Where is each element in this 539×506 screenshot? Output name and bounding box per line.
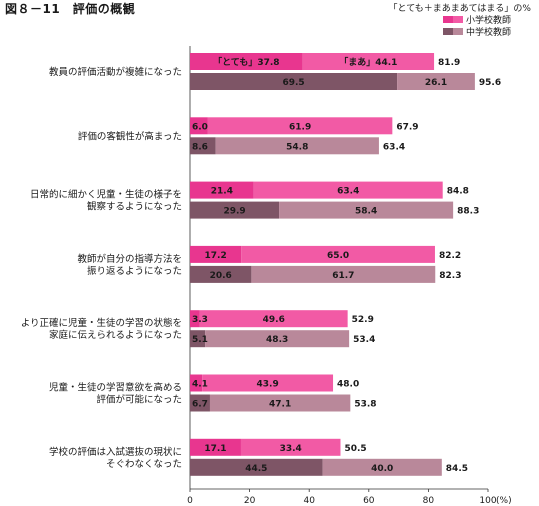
unit-note: 「とても＋まあまあてはまる」の% xyxy=(388,4,531,14)
bar-junior-mild xyxy=(322,458,442,476)
segment-label-mild: 「まあ」44.1 xyxy=(339,56,397,68)
bar-junior-mild xyxy=(209,394,351,412)
total-label: 67.9 xyxy=(396,122,418,132)
total-label: 82.3 xyxy=(439,271,461,281)
total-label: 53.4 xyxy=(353,335,375,345)
category-label: 観察するようになった xyxy=(87,201,182,213)
segment-label-strong: 44.5 xyxy=(245,464,267,474)
bar-elementary-strong xyxy=(190,117,208,135)
x-tick-label: 20 xyxy=(244,496,256,506)
category-label: 振り返るようになった xyxy=(87,265,182,277)
bar-elementary-mild xyxy=(199,310,348,328)
category-label: より正確に児童・生徒の学習の状態を xyxy=(21,317,182,329)
segment-label-mild: 33.4 xyxy=(280,444,302,454)
legend-swatch xyxy=(453,28,463,35)
segment-label-mild: 61.7 xyxy=(332,271,354,281)
segment-label-mild: 58.4 xyxy=(355,207,377,217)
bar-junior-strong xyxy=(190,330,206,348)
segment-label-strong: 4.1 xyxy=(192,380,208,390)
category-label: 児童・生徒の学習意欲を高める xyxy=(49,382,182,394)
total-label: 50.5 xyxy=(344,444,366,454)
bar-elementary-strong xyxy=(190,245,242,263)
segment-label-strong: 69.5 xyxy=(282,78,304,88)
legend-label: 中学校教師 xyxy=(466,26,511,38)
segment-label-mild: 40.0 xyxy=(371,464,393,474)
bar-junior-mild xyxy=(251,265,436,283)
x-tick-label: 80 xyxy=(423,496,435,506)
x-tick-label: 40 xyxy=(303,496,315,506)
bar-junior-strong xyxy=(190,265,252,283)
segment-label-strong: 21.4 xyxy=(211,187,233,197)
segment-label-strong: 20.6 xyxy=(210,271,232,281)
category-label: 教師が自分の指導方法を xyxy=(77,253,182,265)
bar-junior-strong xyxy=(190,137,216,155)
segment-label-mild: 63.4 xyxy=(337,187,359,197)
bar-elementary-strong xyxy=(190,438,241,456)
total-label: 48.0 xyxy=(337,380,359,390)
bar-junior-strong xyxy=(190,201,280,219)
segment-label-strong: 5.1 xyxy=(192,335,208,345)
total-label: 95.6 xyxy=(479,78,501,88)
total-label: 82.2 xyxy=(439,251,461,261)
bar-elementary-mild xyxy=(240,438,341,456)
bar-elementary-mild xyxy=(202,374,334,392)
total-label: 84.5 xyxy=(446,464,468,474)
x-tick-label: 0 xyxy=(187,496,193,506)
bar-junior-mild xyxy=(215,137,379,155)
legend-swatch xyxy=(453,16,463,23)
x-tick-label: 100 xyxy=(479,496,496,506)
legend-swatch xyxy=(443,28,453,35)
segment-label-mild: 43.9 xyxy=(257,380,279,390)
bar-elementary-mild xyxy=(241,245,435,263)
x-tick-label: 60 xyxy=(363,496,375,506)
category-label: 評価が可能になった xyxy=(96,394,182,406)
segment-label-mild: 54.8 xyxy=(286,142,308,152)
bar-elementary-mild xyxy=(207,117,393,135)
category-label: 家庭に伝えられるようになった xyxy=(49,329,182,341)
bar-junior-mild xyxy=(397,73,475,90)
legend-label: 小学校教師 xyxy=(466,14,511,26)
total-label: 81.9 xyxy=(438,58,460,68)
segment-label-strong: 8.6 xyxy=(192,142,208,152)
total-label: 52.9 xyxy=(352,315,374,325)
bar-elementary-strong xyxy=(190,310,200,328)
bar-junior-strong xyxy=(190,73,398,90)
segment-label-mild: 47.1 xyxy=(269,400,291,410)
bar-elementary-mild xyxy=(253,181,443,199)
bar-junior-mild xyxy=(205,330,350,348)
total-label: 63.4 xyxy=(383,142,405,152)
segment-label-mild: 49.6 xyxy=(263,315,285,325)
segment-label-strong: 「とても」37.8 xyxy=(213,56,280,68)
segment-label-strong: 3.3 xyxy=(192,315,208,325)
category-label: 評価の客観性が高まった xyxy=(78,130,182,142)
segment-label-mild: 65.0 xyxy=(327,251,349,261)
bar-elementary-strong xyxy=(190,53,303,70)
x-axis-unit: (%) xyxy=(496,496,512,506)
total-label: 88.3 xyxy=(457,207,479,217)
segment-label-strong: 29.9 xyxy=(223,207,245,217)
category-label: 教員の評価活動が複雑になった xyxy=(49,66,182,78)
bar-elementary-strong xyxy=(190,181,254,199)
bar-junior-strong xyxy=(190,394,210,412)
segment-label-strong: 6.0 xyxy=(192,122,208,132)
bar-elementary-strong xyxy=(190,374,203,392)
category-label: 日常的に細かく児童・生徒の様子を xyxy=(30,189,182,201)
segment-label-mild: 61.9 xyxy=(289,122,311,132)
category-label: そぐわなくなった xyxy=(106,459,182,470)
bar-junior-strong xyxy=(190,458,323,476)
segment-label-mild: 48.3 xyxy=(266,335,288,345)
segment-label-strong: 6.7 xyxy=(192,400,208,410)
bar-junior-mild xyxy=(279,201,454,219)
segment-label-strong: 17.2 xyxy=(205,251,227,261)
segment-label-strong: 17.1 xyxy=(204,444,226,454)
category-label: 学校の評価は入試選抜の現状に xyxy=(49,446,182,458)
segment-label-mild: 26.1 xyxy=(425,78,447,88)
total-label: 53.8 xyxy=(354,400,376,410)
total-label: 84.8 xyxy=(447,187,469,197)
bar-elementary-mild xyxy=(302,53,435,70)
figure-title: 図８－11 評価の概観 xyxy=(5,2,136,16)
legend-swatch xyxy=(443,16,453,23)
